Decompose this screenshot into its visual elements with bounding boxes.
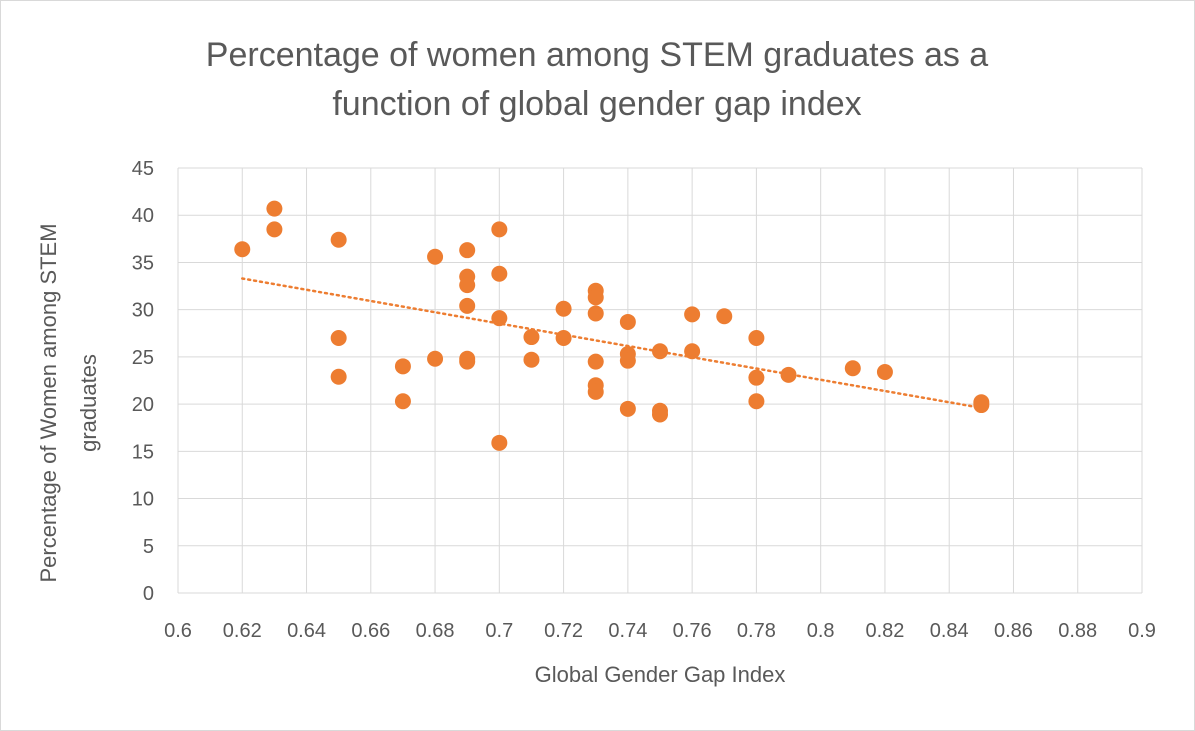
data-point (491, 265, 508, 282)
data-point (523, 351, 540, 368)
y-tick-label: 10 (132, 489, 154, 511)
data-point (491, 310, 508, 327)
data-point (748, 393, 765, 410)
data-point (459, 277, 476, 294)
y-tick-label: 5 (143, 536, 154, 558)
data-point (684, 306, 701, 323)
x-tick-label: 0.78 (737, 620, 776, 642)
data-point (394, 393, 411, 410)
data-point (330, 330, 347, 346)
data-point (619, 352, 636, 369)
y-tick-label: 35 (132, 252, 154, 274)
data-point (844, 360, 861, 377)
data-point (427, 350, 444, 367)
data-point (459, 297, 476, 314)
data-point (555, 330, 572, 346)
data-point (394, 358, 411, 375)
x-tick-label: 0.72 (544, 620, 583, 642)
y-tick-label: 15 (132, 441, 154, 463)
y-axis-title-line-2: graduates (76, 354, 101, 452)
data-point (780, 366, 797, 383)
data-point (234, 241, 251, 258)
data-point (619, 400, 636, 417)
data-point (491, 434, 508, 451)
x-tick-label: 0.7 (485, 620, 513, 642)
data-point (266, 200, 283, 217)
data-point (748, 369, 765, 386)
y-tick-labels: 0 5 10 15 20 25 30 35 40 45 (132, 158, 154, 605)
data-point (684, 343, 701, 360)
data-point (652, 406, 668, 423)
data-point (876, 364, 893, 380)
x-tick-label: 0.76 (673, 620, 712, 642)
data-point (427, 248, 444, 265)
x-tick-label: 0.84 (930, 620, 969, 642)
data-point (330, 368, 347, 385)
data-point (619, 313, 636, 330)
x-tick-label: 0.64 (287, 620, 326, 642)
y-axis-title-line-1: Percentage of Women among STEM (36, 223, 61, 582)
data-point (330, 231, 347, 248)
x-tick-label: 0.74 (608, 620, 647, 642)
x-tick-label: 0.66 (351, 620, 390, 642)
x-tick-label: 0.82 (865, 620, 904, 642)
y-tick-label: 40 (132, 205, 154, 227)
y-tick-label: 20 (132, 394, 154, 416)
data-point (266, 221, 283, 238)
data-points (234, 200, 990, 451)
x-tick-label: 0.6 (164, 620, 192, 642)
x-tick-label: 0.62 (223, 620, 262, 642)
y-tick-label: 25 (132, 347, 154, 369)
x-axis-title: Global Gender Gap Index (535, 662, 786, 687)
chart-title-line-1: Percentage of women among STEM graduates… (206, 36, 989, 74)
x-tick-label: 0.68 (416, 620, 455, 642)
data-point (555, 300, 572, 317)
chart-title-line-2: function of global gender gap index (332, 85, 861, 123)
data-point (748, 330, 765, 346)
data-point (587, 289, 604, 306)
data-point (523, 329, 540, 346)
x-tick-labels: 0.6 0.62 0.64 0.66 0.68 0.7 0.72 0.74 0.76 0.78 0.… (164, 620, 1156, 642)
y-tick-label: 0 (143, 583, 154, 605)
trendline (241, 277, 983, 410)
data-point (652, 343, 668, 360)
data-point (973, 397, 990, 414)
data-point (587, 353, 604, 370)
gridlines (177, 167, 1143, 594)
y-tick-label: 45 (132, 158, 154, 180)
data-point (587, 383, 604, 400)
x-tick-label: 0.9 (1128, 620, 1156, 642)
x-tick-label: 0.8 (807, 620, 835, 642)
x-tick-label: 0.86 (994, 620, 1033, 642)
data-point (459, 242, 476, 259)
trendline-group (241, 277, 983, 410)
data-point (587, 305, 604, 322)
data-point (459, 353, 476, 370)
x-tick-label: 0.88 (1058, 620, 1097, 642)
y-tick-label: 30 (132, 300, 154, 322)
data-point (491, 221, 508, 238)
data-point (716, 308, 733, 325)
